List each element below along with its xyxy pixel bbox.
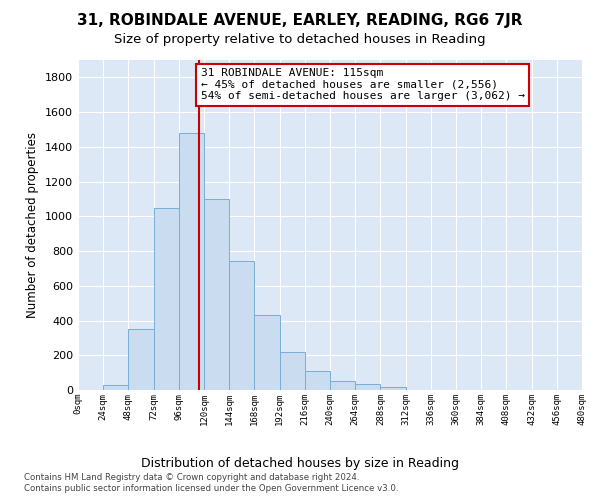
Text: Size of property relative to detached houses in Reading: Size of property relative to detached ho… [114, 32, 486, 46]
Bar [154, 208, 179, 390]
Text: Contains public sector information licensed under the Open Government Licence v3: Contains public sector information licen… [24, 484, 398, 493]
Bar [204, 199, 229, 390]
Bar [103, 385, 128, 390]
Text: Distribution of detached houses by size in Reading: Distribution of detached houses by size … [141, 458, 459, 470]
Bar [280, 352, 305, 390]
Text: 31 ROBINDALE AVENUE: 115sqm
← 45% of detached houses are smaller (2,556)
54% of : 31 ROBINDALE AVENUE: 115sqm ← 45% of det… [201, 68, 525, 102]
Y-axis label: Number of detached properties: Number of detached properties [26, 132, 40, 318]
Bar [305, 371, 330, 390]
Text: 31, ROBINDALE AVENUE, EARLEY, READING, RG6 7JR: 31, ROBINDALE AVENUE, EARLEY, READING, R… [77, 12, 523, 28]
Text: Contains HM Land Registry data © Crown copyright and database right 2024.: Contains HM Land Registry data © Crown c… [24, 472, 359, 482]
Bar [229, 262, 254, 390]
Bar [380, 386, 406, 390]
Bar [355, 384, 380, 390]
Bar [179, 133, 204, 390]
Bar [128, 329, 154, 390]
Bar [254, 316, 280, 390]
Bar [330, 382, 355, 390]
